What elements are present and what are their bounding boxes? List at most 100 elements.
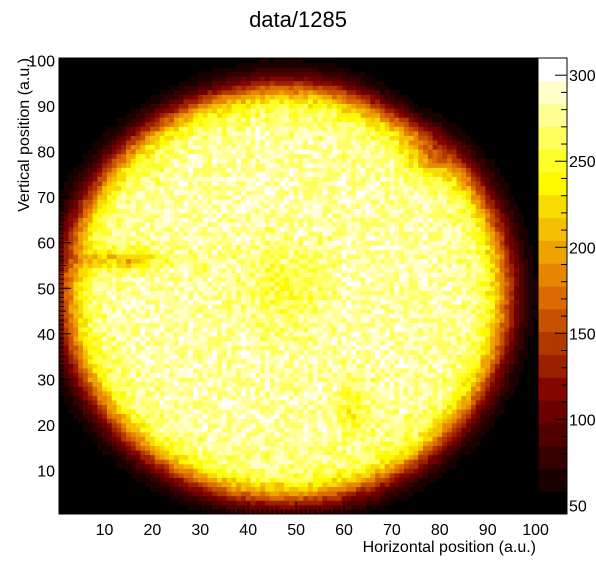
- heatmap-cell: [379, 377, 386, 383]
- heatmap-cell: [63, 445, 69, 451]
- heatmap-cell: [332, 290, 338, 296]
- heatmap-cell: [442, 386, 448, 392]
- heatmap-cell: [269, 372, 275, 378]
- heatmap-cell: [145, 441, 151, 446]
- heatmap-cell: [461, 313, 467, 319]
- heatmap-cell: [346, 500, 352, 506]
- heatmap-cell: [183, 336, 189, 342]
- heatmap-cell: [150, 390, 156, 396]
- heatmap-cell: [197, 304, 204, 310]
- heatmap-cell: [418, 381, 424, 387]
- heatmap-cell: [470, 491, 477, 497]
- heatmap-cell: [260, 317, 266, 323]
- heatmap-cell: [188, 304, 194, 310]
- heatmap-cell: [365, 390, 371, 396]
- heatmap-cell: [82, 463, 89, 469]
- heatmap-cell: [408, 395, 414, 401]
- heatmap-cell: [140, 377, 146, 383]
- heatmap-cell: [274, 427, 280, 433]
- heatmap-cell: [140, 354, 146, 360]
- heatmap-cell: [475, 331, 481, 337]
- heatmap-cell: [504, 445, 510, 451]
- heatmap-cell: [260, 436, 266, 442]
- heatmap-cell: [245, 468, 251, 474]
- heatmap-cell: [145, 363, 151, 369]
- heatmap-cell: [365, 459, 371, 465]
- heatmap-cell: [193, 386, 199, 392]
- heatmap-cell: [442, 495, 448, 501]
- heatmap-cell: [188, 445, 194, 451]
- heatmap-cell: [73, 463, 79, 469]
- heatmap-cell: [336, 413, 343, 419]
- heatmap-cell: [106, 427, 113, 433]
- heatmap-cell: [217, 358, 223, 364]
- heatmap-cell: [485, 486, 491, 492]
- heatmap-cell: [504, 358, 510, 364]
- heatmap-cell: [375, 459, 381, 465]
- heatmap-cell: [73, 418, 79, 424]
- heatmap-cell: [197, 418, 204, 424]
- heatmap-cell: [231, 431, 237, 437]
- heatmap-cell: [188, 495, 194, 501]
- heatmap-cell: [193, 482, 199, 488]
- heatmap-cell: [360, 372, 366, 378]
- heatmap-cell: [509, 463, 515, 469]
- heatmap-cell: [140, 427, 146, 433]
- heatmap-cell: [494, 477, 501, 483]
- heatmap-cell: [92, 372, 98, 378]
- heatmap-cell: [384, 327, 390, 332]
- heatmap-cell: [140, 349, 146, 355]
- heatmap-cell: [303, 459, 309, 465]
- heatmap-cell: [446, 295, 453, 301]
- heatmap-cell: [150, 358, 156, 364]
- heatmap-cell: [494, 368, 501, 374]
- heatmap-cell: [111, 431, 117, 437]
- heatmap-cell: [355, 413, 362, 419]
- heatmap-cell: [332, 500, 338, 506]
- heatmap-cell: [269, 495, 275, 501]
- heatmap-cell: [279, 468, 285, 474]
- heatmap-cell: [92, 349, 98, 355]
- heatmap-cell: [140, 482, 146, 488]
- heatmap-cell: [188, 459, 194, 465]
- heatmap-cell: [255, 491, 261, 497]
- heatmap-cell: [341, 472, 347, 478]
- heatmap-cell: [82, 336, 89, 342]
- heatmap-cell: [494, 468, 501, 474]
- heatmap-cell: [437, 431, 443, 437]
- heatmap-cell: [466, 322, 472, 328]
- heatmap-cell: [97, 400, 103, 405]
- heatmap-cell: [274, 349, 280, 355]
- heatmap-cell: [485, 468, 491, 474]
- heatmap-cell: [456, 308, 462, 314]
- heatmap-cell: [293, 290, 299, 296]
- heatmap-cell: [207, 472, 213, 478]
- heatmap-cell: [217, 395, 223, 401]
- heatmap-cell: [332, 313, 338, 319]
- heatmap-cell: [375, 327, 381, 332]
- heatmap-cell: [82, 386, 89, 392]
- heatmap-cell: [370, 486, 376, 492]
- heatmap-cell: [135, 482, 141, 488]
- heatmap-cell: [241, 354, 247, 360]
- heatmap-cell: [169, 482, 175, 488]
- heatmap-cell: [111, 413, 117, 419]
- heatmap-cell: [514, 299, 520, 305]
- heatmap-cell: [193, 445, 199, 451]
- heatmap-cell: [63, 354, 69, 360]
- heatmap-cell: [303, 463, 309, 469]
- heatmap-cell: [250, 331, 256, 337]
- heatmap-cell: [446, 372, 453, 378]
- heatmap-cell: [403, 495, 410, 501]
- heatmap-cell: [485, 340, 491, 346]
- heatmap-cell: [375, 286, 381, 291]
- heatmap-cell: [442, 354, 448, 360]
- heatmap-cell: [78, 372, 84, 378]
- heatmap-cell: [475, 454, 481, 460]
- heatmap-cell: [183, 349, 189, 355]
- heatmap-cell: [499, 354, 505, 360]
- heatmap-cell: [370, 427, 376, 433]
- heatmap-cell: [375, 390, 381, 396]
- heatmap-cell: [241, 390, 247, 396]
- heatmap-cell: [260, 477, 266, 483]
